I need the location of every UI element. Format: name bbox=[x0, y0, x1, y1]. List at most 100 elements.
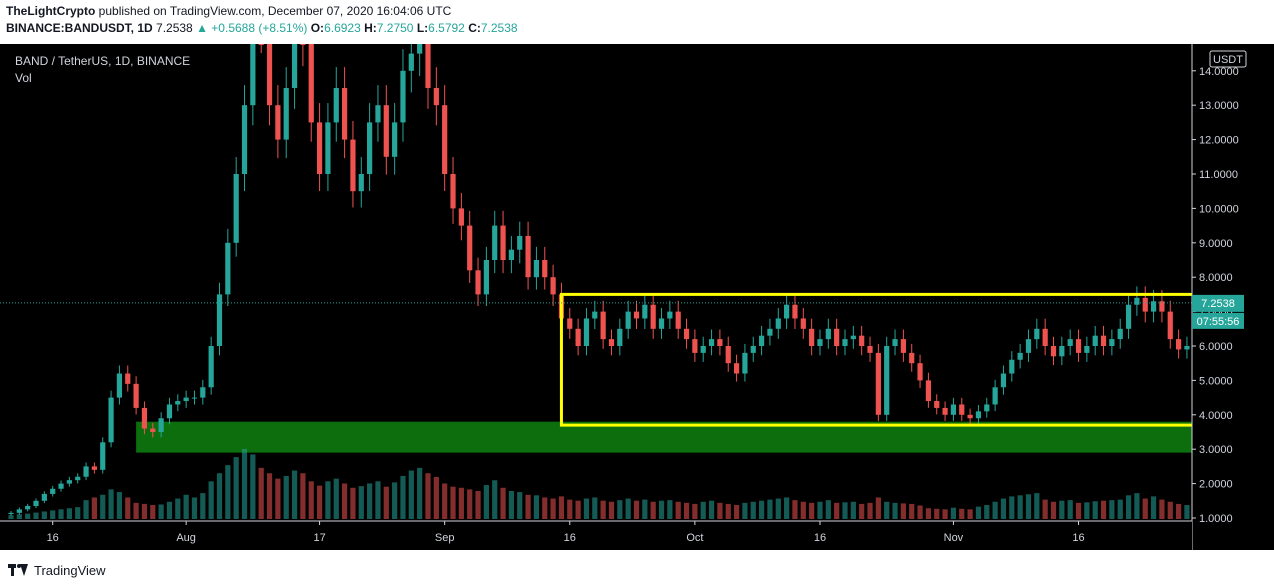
candle-body bbox=[950, 404, 957, 415]
volume-bar bbox=[233, 457, 239, 519]
candle-body bbox=[358, 174, 364, 192]
volume-bar bbox=[700, 501, 706, 519]
time-tick-label: Nov bbox=[944, 532, 964, 544]
candle-body bbox=[500, 225, 506, 260]
volume-bar bbox=[1159, 499, 1165, 519]
volume-bar bbox=[592, 497, 598, 519]
volume-bar bbox=[16, 514, 22, 519]
time-axis[interactable]: 16 Aug 17 Sep 16 Oct 16 Nov 16 bbox=[0, 520, 1192, 550]
candle-body bbox=[642, 304, 648, 319]
candle-body bbox=[133, 383, 139, 408]
candle-body bbox=[208, 346, 214, 388]
candle-body bbox=[191, 397, 198, 399]
volume-bar bbox=[166, 501, 173, 519]
price-tick-label: 3.0000 bbox=[1199, 444, 1233, 456]
candle-body bbox=[100, 442, 106, 470]
candle-body bbox=[834, 328, 840, 346]
candle-body bbox=[266, 44, 273, 106]
volume-bar bbox=[725, 503, 731, 519]
candle-body bbox=[16, 509, 22, 513]
candle-body bbox=[1075, 339, 1082, 353]
volume-bar bbox=[450, 486, 456, 519]
candle-body bbox=[1034, 328, 1040, 340]
candle-body bbox=[333, 88, 339, 123]
currency-badge[interactable]: USDT bbox=[1209, 50, 1247, 68]
volume-bar bbox=[809, 502, 815, 519]
candle-body bbox=[759, 335, 765, 346]
candle-body bbox=[1059, 346, 1065, 357]
time-tick-label: Oct bbox=[686, 532, 703, 544]
volume-bar bbox=[400, 475, 406, 519]
time-tick-label: 16 bbox=[47, 532, 59, 544]
candle-body bbox=[1000, 373, 1007, 388]
candle-body bbox=[533, 260, 540, 278]
volume-bar bbox=[542, 497, 548, 519]
volume-bar bbox=[483, 485, 489, 519]
candle-body bbox=[141, 407, 148, 429]
candle-body bbox=[542, 260, 548, 278]
volume-bar bbox=[108, 489, 114, 519]
volume-bar bbox=[291, 470, 298, 519]
volume-bar bbox=[1009, 496, 1015, 519]
tradingview-logo-icon[interactable] bbox=[8, 564, 28, 576]
volume-bar bbox=[708, 500, 715, 519]
volume-bar bbox=[367, 483, 373, 519]
candle-body bbox=[66, 480, 72, 484]
volume-bar bbox=[759, 500, 765, 519]
support-zone-layer bbox=[136, 421, 1274, 453]
volume-bar bbox=[1176, 503, 1182, 519]
candle-body bbox=[967, 414, 973, 419]
volume-bar bbox=[467, 489, 473, 519]
volume-bar bbox=[967, 509, 973, 519]
candle-body bbox=[175, 401, 181, 405]
candle-body bbox=[600, 311, 606, 340]
volume-bar bbox=[133, 502, 139, 519]
volume-bar bbox=[442, 483, 448, 519]
volume-bar bbox=[717, 502, 723, 519]
volume-bar bbox=[375, 481, 381, 519]
volume-bar bbox=[100, 494, 106, 519]
candle-body bbox=[959, 404, 965, 415]
volume-bar bbox=[216, 473, 223, 519]
volume-bar bbox=[33, 512, 39, 519]
volume-bar bbox=[917, 505, 923, 519]
chart-frame[interactable]: 1.0000 2.0000 3.0000 4.0000 5.0000 6.0000 7.00… bbox=[0, 44, 1274, 550]
price-tick-label: 14.0000 bbox=[1199, 66, 1239, 78]
candle-body bbox=[1100, 335, 1107, 346]
volume-bar bbox=[683, 502, 690, 519]
candle-body bbox=[367, 122, 373, 174]
volume-bar bbox=[208, 481, 214, 519]
volume-bar bbox=[925, 508, 931, 519]
candle-body bbox=[275, 105, 281, 140]
candle-body bbox=[450, 174, 456, 209]
price-tick-label: 8.0000 bbox=[1199, 272, 1233, 284]
candle-body bbox=[475, 270, 481, 295]
candle-body bbox=[492, 225, 498, 260]
brand-label[interactable]: TradingView bbox=[34, 562, 106, 578]
candle-body bbox=[984, 404, 990, 412]
candle-body bbox=[975, 411, 982, 419]
candle-body bbox=[216, 294, 223, 346]
close-value: 7.2538 bbox=[480, 21, 518, 35]
candle-body bbox=[867, 346, 873, 353]
volume-bar bbox=[1059, 500, 1065, 519]
candle-body bbox=[483, 260, 489, 295]
time-axis-bg bbox=[0, 521, 1192, 550]
volume-bar bbox=[600, 500, 606, 519]
time-tick-label: Sep bbox=[435, 532, 455, 544]
candle-body bbox=[733, 363, 740, 374]
author-name[interactable]: TheLightCrypto bbox=[6, 4, 96, 18]
open-value: 6.6923 bbox=[324, 21, 361, 35]
candle-body bbox=[625, 311, 631, 329]
candle-body bbox=[525, 235, 531, 278]
volume-bar bbox=[959, 508, 965, 519]
volume-bar bbox=[1150, 496, 1157, 519]
volume-bar bbox=[492, 480, 498, 519]
volume-bar bbox=[417, 467, 423, 519]
time-tick-label: 16 bbox=[564, 532, 576, 544]
range-box bbox=[559, 292, 1274, 427]
price-chart[interactable]: 1.00002.00003.00004.00005.00006.00007.00… bbox=[0, 44, 1274, 550]
volume-bar bbox=[992, 501, 998, 519]
candle-body bbox=[925, 380, 931, 402]
currency-label: USDT bbox=[1213, 54, 1243, 66]
